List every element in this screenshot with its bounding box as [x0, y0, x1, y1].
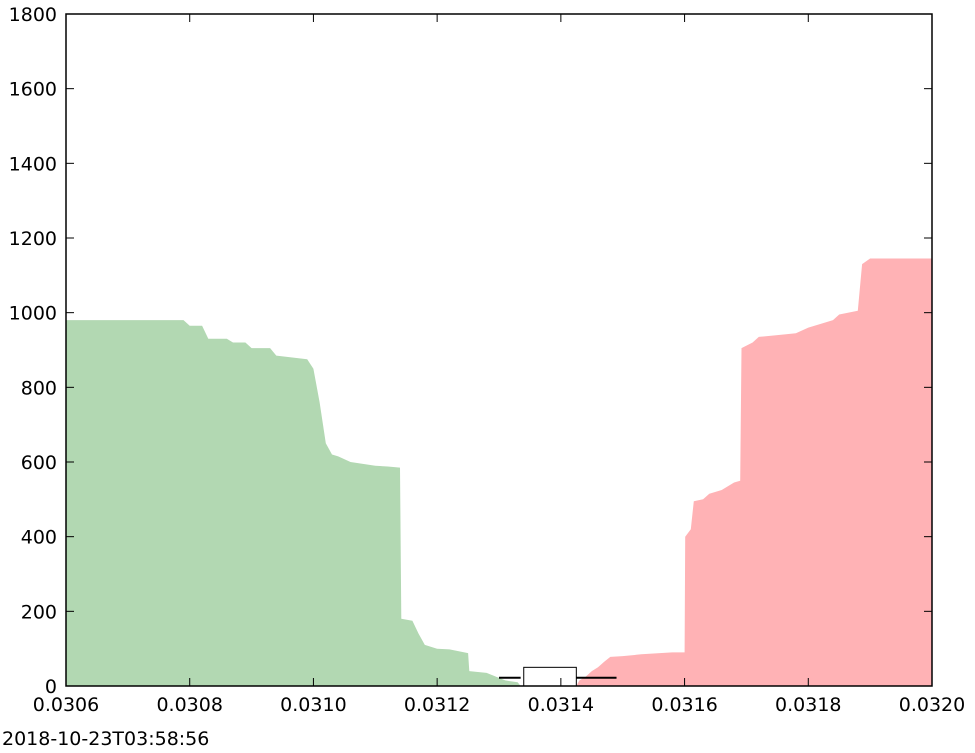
y-tick-label: 600	[21, 452, 57, 474]
x-tick-label: 0.0314	[528, 694, 594, 716]
tick-layer	[65, 13, 933, 687]
series-layer	[66, 258, 932, 686]
y-tick-label: 1000	[9, 303, 57, 325]
y-tick-label: 1200	[9, 228, 57, 250]
plot-frame	[65, 13, 933, 687]
timestamp-label: 2018-10-23T03:58:56	[2, 728, 210, 750]
y-tick-label: 0	[45, 676, 57, 698]
x-tick-label: 0.0318	[775, 694, 841, 716]
depth-chart: 0.0306 0.0308 0.0310 0.0312 0.0314 0.0316 0.03…	[9, 4, 966, 716]
spread-box	[523, 666, 577, 687]
x-tick-label: 0.0310	[280, 694, 346, 716]
y-tick-labels: 0 200 400 600 800 1000 1200 1400 1600 1800	[9, 4, 57, 698]
y-tick-label: 1800	[9, 4, 57, 26]
x-tick-labels: 0.0306 0.0308 0.0310 0.0312 0.0314 0.0316 0.03…	[33, 694, 965, 716]
bids-area	[66, 320, 521, 686]
asks-area	[576, 258, 932, 686]
x-tick-label: 0.0312	[404, 694, 470, 716]
y-tick-label: 1600	[9, 79, 57, 101]
x-tick-label: 0.0316	[651, 694, 717, 716]
overlay-layer	[499, 666, 617, 687]
y-tick-label: 200	[21, 601, 57, 623]
x-tick-label: 0.0308	[156, 694, 222, 716]
y-tick-label: 800	[21, 377, 57, 399]
x-tick-label: 0.0306	[33, 694, 99, 716]
y-tick-label: 400	[21, 527, 57, 549]
y-tick-label: 1400	[9, 153, 57, 175]
x-tick-label: 0.0320	[899, 694, 965, 716]
